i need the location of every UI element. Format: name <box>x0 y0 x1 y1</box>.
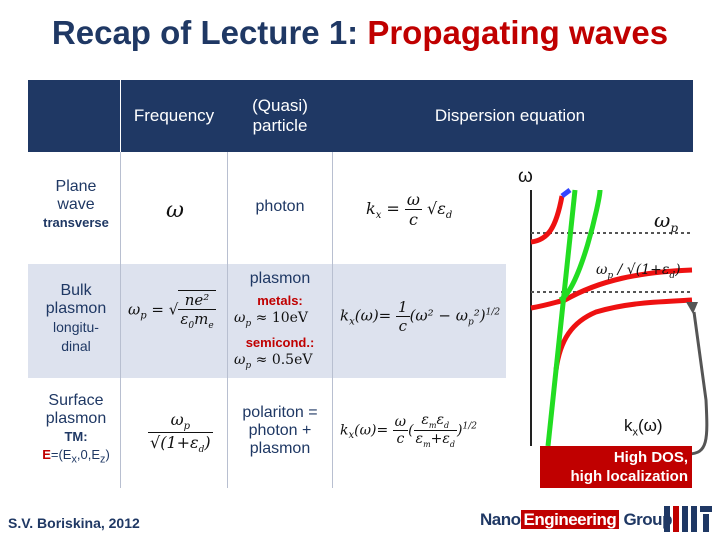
sp-dispersion: kx(ω)= ω c(εmεd εm+εd)1/2 <box>340 412 477 449</box>
header-dispersion: Dispersion equation <box>434 106 586 125</box>
row-bulk-plasmon <box>28 264 506 378</box>
high-dos-badge: High DOS, high localization <box>540 446 692 488</box>
plasma-frequency: ωp = √ ne² ε0me <box>128 290 216 331</box>
particle-polariton: polariton = photon + plasmon <box>242 404 318 457</box>
metals-value: ωp ≈ 10eV <box>234 310 309 329</box>
arrowhead <box>686 302 698 314</box>
light-line-upper <box>558 189 603 303</box>
header-frequency: Frequency <box>133 106 215 125</box>
semicond-label: semicond.: <box>245 335 315 350</box>
slide-title: Recap of Lecture 1: Propagating waves <box>51 14 669 51</box>
column-divider <box>120 152 121 488</box>
author-credit: S.V. Boriskina, 2012 <box>8 515 140 531</box>
sp-lower-curve <box>553 297 693 371</box>
omega-axis-label: ω <box>518 166 533 187</box>
omega-symbol: ω <box>166 198 184 223</box>
table-header-left <box>28 80 120 152</box>
row-surface-plasmon <box>28 378 506 488</box>
sp-level-label: ωp / √(1+εd) <box>596 262 681 281</box>
label-bulk-plasmon: Bulk plasmon longitu-dinal <box>45 282 107 354</box>
title-accent: Propagating waves <box>367 14 669 51</box>
field-vector: E=(Ex,0,Ez) <box>42 447 110 466</box>
label-transverse: transverse <box>43 215 109 230</box>
light-line <box>545 189 578 447</box>
header-particle: (Quasi) particle <box>252 96 308 135</box>
sp-frequency: ωp √(1+εd) <box>148 410 213 456</box>
bulk-dispersion: kx(ω)= 1 c (ω² − ωp²)1/2 <box>340 298 501 335</box>
mit-logo-icon <box>664 506 712 532</box>
label-surface-plasmon: Surface plasmon TM: E=(Ex,0,Ez) <box>42 392 110 466</box>
column-divider <box>227 152 228 488</box>
label-plane-wave: Plane wave transverse <box>43 178 109 230</box>
semicond-value: ωp ≈ 0.5eV <box>234 352 313 371</box>
particle-photon: photon <box>255 198 305 215</box>
column-divider <box>332 152 333 488</box>
table-header <box>121 80 693 152</box>
wp-label: ωp <box>654 208 678 235</box>
metals-label: metals: <box>257 293 303 308</box>
bulk-plasmon-curve <box>530 195 565 245</box>
nanoengineering-group-logo: Nano Engineering Group <box>480 510 672 529</box>
kx-axis-label: kx(ω) <box>624 416 663 439</box>
particle-plasmon: plasmon <box>249 270 311 287</box>
row-plane-wave <box>28 152 506 264</box>
upper-blue-curve <box>560 188 572 198</box>
